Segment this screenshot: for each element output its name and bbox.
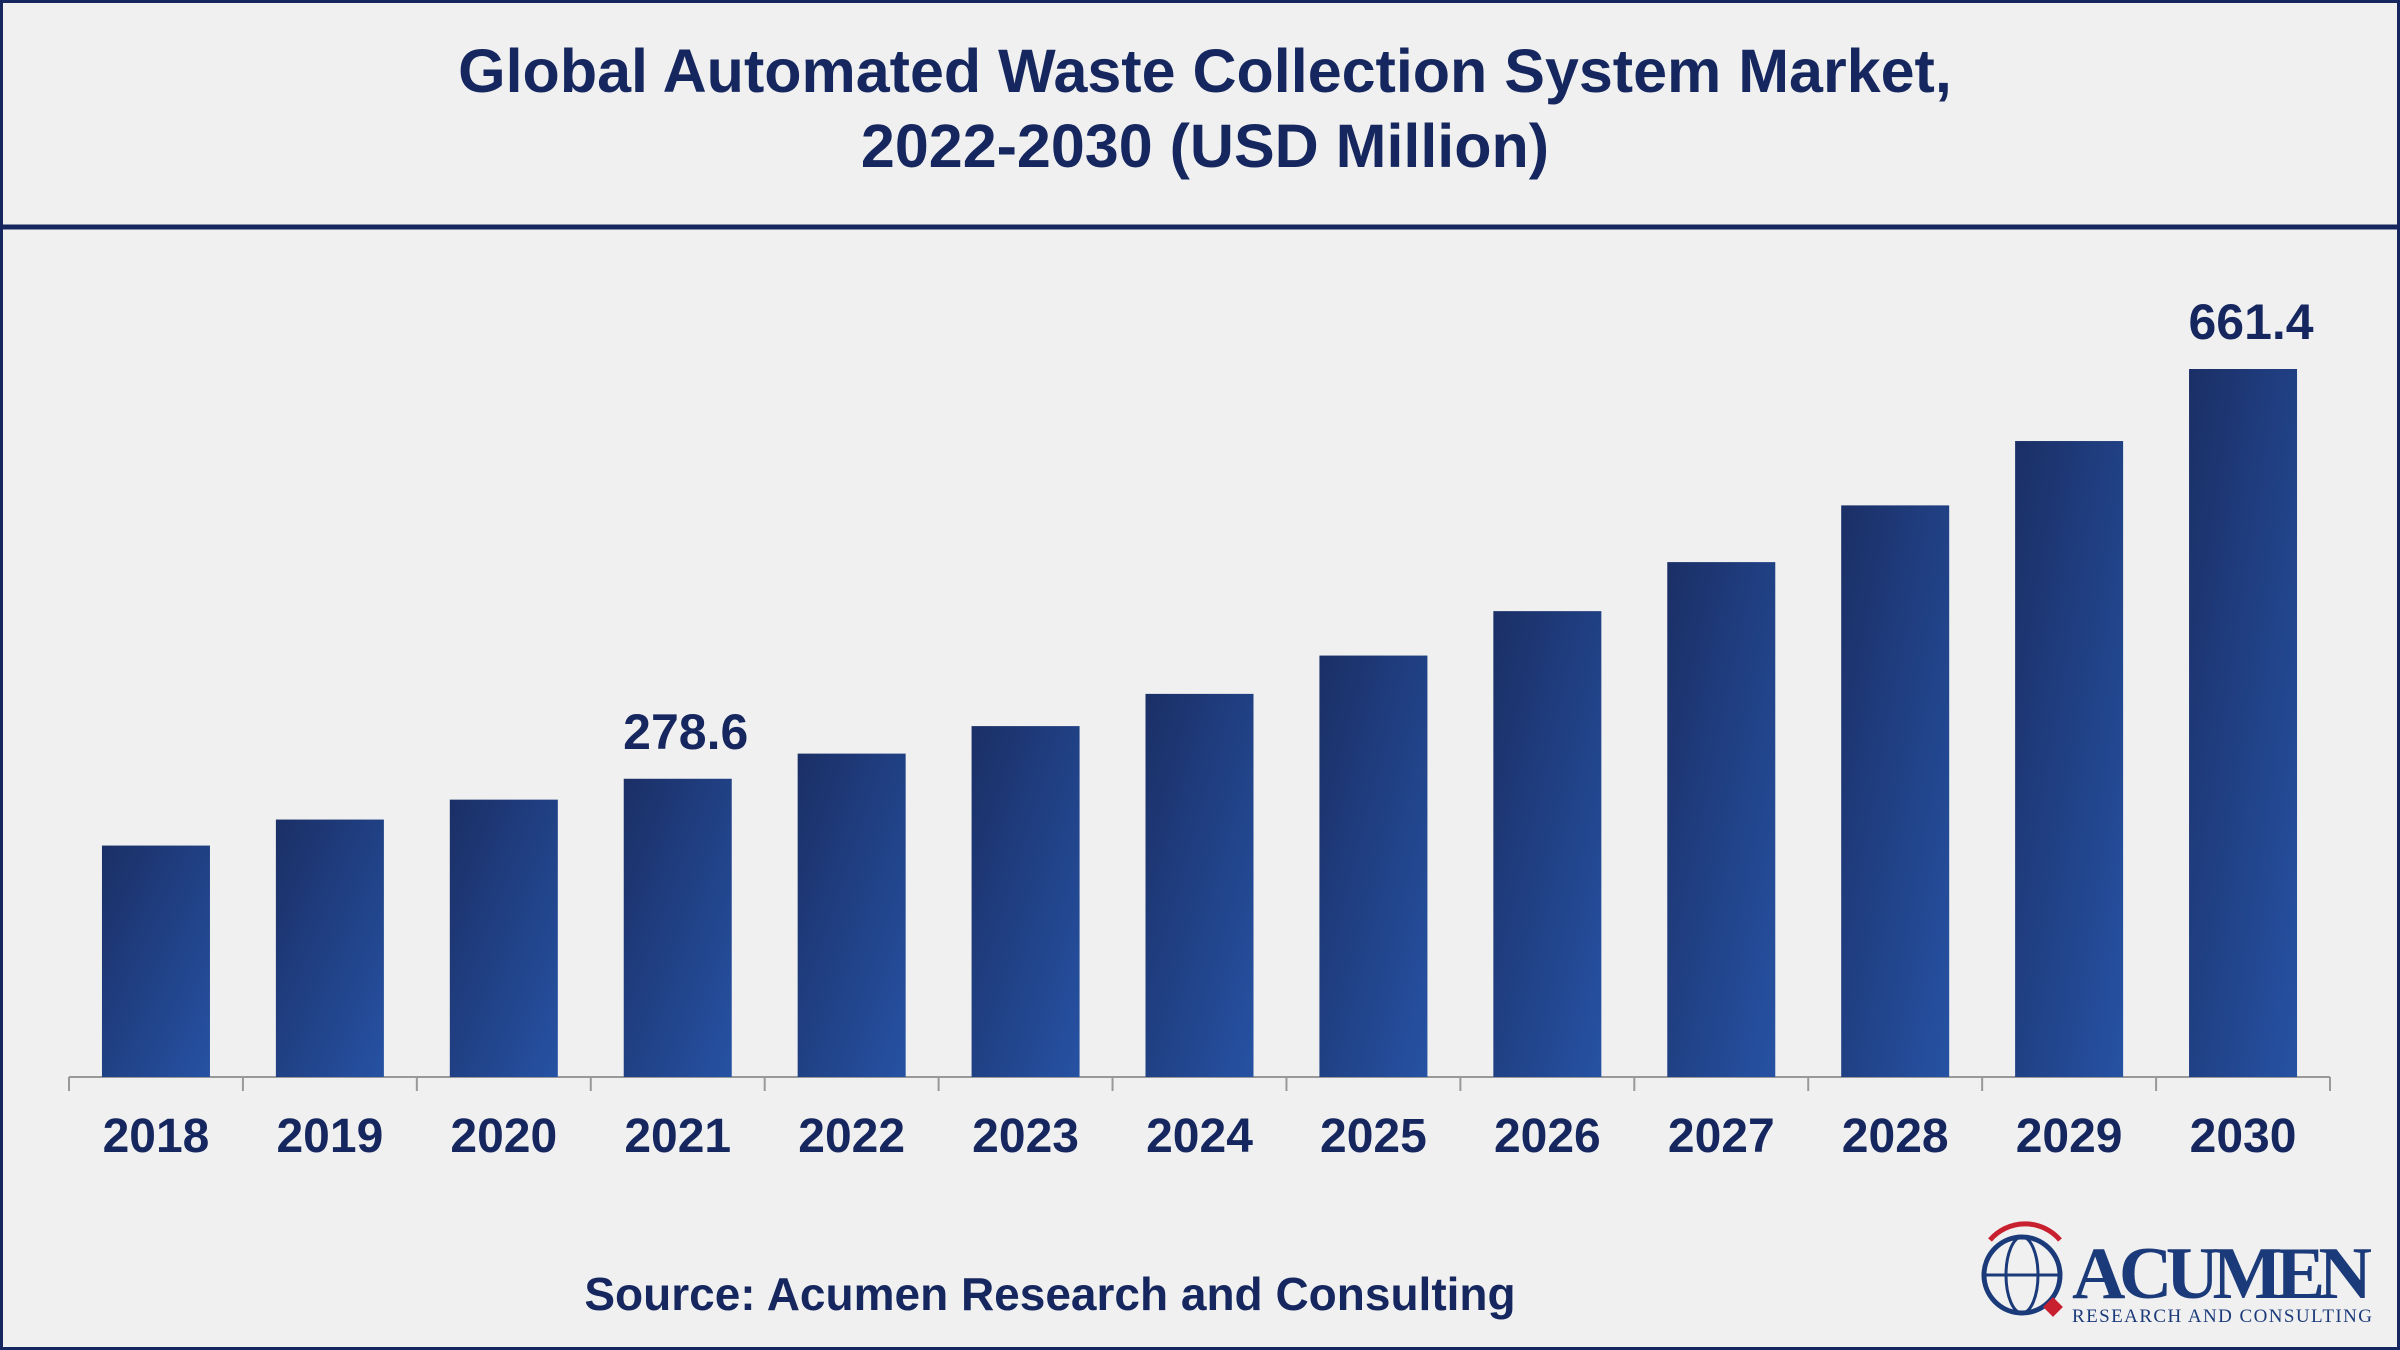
logo-diamond: [2043, 1297, 2063, 1317]
data-label: 278.6: [623, 704, 748, 760]
bar: [1667, 562, 1776, 1077]
bar: [1841, 505, 1950, 1077]
bar: [1493, 611, 1602, 1077]
x-tick-label: 2026: [1494, 1110, 1601, 1163]
bar: [2015, 441, 2124, 1077]
x-tick-label: 2028: [1842, 1110, 1949, 1163]
x-tick-label: 2019: [276, 1110, 383, 1163]
chart-subtitle: 2022-2030 (USD Million): [861, 112, 1549, 180]
logo-arc: [1988, 1221, 2062, 1242]
x-tick-label: 2030: [2190, 1110, 2297, 1163]
bar: [1319, 655, 1428, 1077]
logo: ACUMEN RESEARCH AND CONSULTING: [1981, 1221, 2372, 1327]
bar: [971, 726, 1080, 1077]
bar: [1145, 693, 1254, 1077]
bar: [101, 845, 210, 1077]
source: Source: Acumen Research and Consulting: [584, 1268, 1515, 1320]
x-tick-label: 2025: [1320, 1110, 1427, 1163]
data-label: 661.4: [2188, 294, 2313, 350]
x-tick-label: 2021: [624, 1110, 731, 1163]
bar: [623, 778, 732, 1077]
logo-tagline: RESEARCH AND CONSULTING: [2072, 1306, 2372, 1327]
x-tick-label: 2023: [972, 1110, 1079, 1163]
logo-name: ACUMEN: [2072, 1233, 2372, 1315]
bar: [797, 753, 906, 1077]
x-tick-label: 2020: [450, 1110, 557, 1163]
x-tick-label: 2024: [1146, 1110, 1253, 1163]
bar: [275, 819, 384, 1077]
bar: [449, 799, 558, 1077]
bar: [2189, 369, 2298, 1077]
x-tick-label: 2022: [798, 1110, 905, 1163]
x-tick-label: 2027: [1668, 1110, 1775, 1163]
x-tick-label: 2018: [103, 1110, 210, 1163]
x-tick-label: 2029: [2016, 1110, 2123, 1163]
chart-title: Global Automated Waste Collection System…: [458, 37, 1952, 105]
